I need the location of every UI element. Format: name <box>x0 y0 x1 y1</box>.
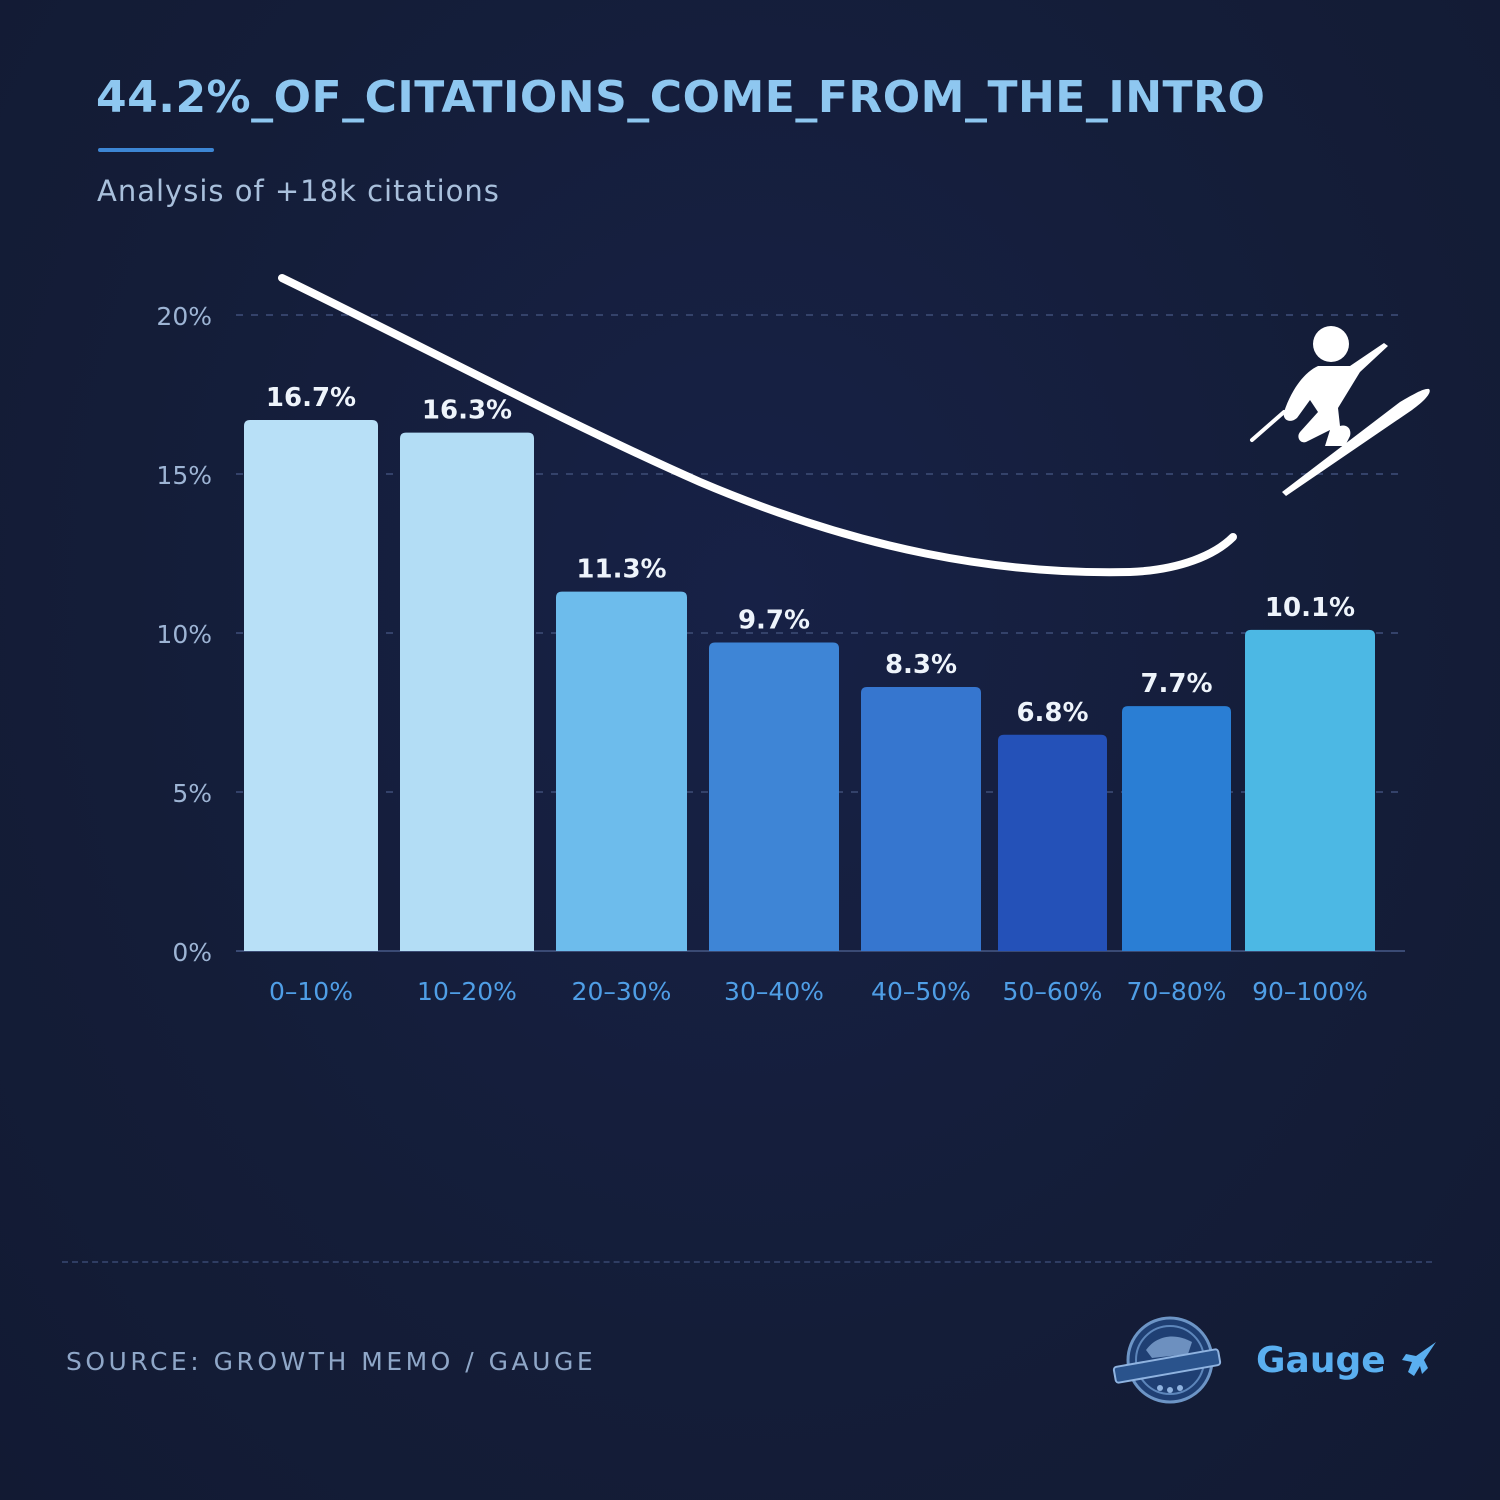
value-label: 6.8% <box>1016 698 1088 728</box>
y-tick-label: 15% <box>156 461 212 490</box>
bar <box>244 419 378 951</box>
trend-curve <box>278 274 1237 577</box>
y-tick-label: 20% <box>156 302 212 331</box>
bar <box>400 432 534 951</box>
x-tick-label: 40–50% <box>871 977 971 1006</box>
y-tick-label: 10% <box>156 620 212 649</box>
x-tick-label: 0–10% <box>269 977 353 1006</box>
bar-chart: 0% 5% 10% 15% 20% 16.7% 0–10% 16.3% 10–20% 11.3% 2… <box>156 274 1430 1006</box>
rocket-icon <box>1401 1342 1436 1376</box>
source-note: SOURCE: GROWTH MEMO / GAUGE <box>66 1347 597 1376</box>
y-tick-label: 5% <box>172 779 212 808</box>
value-label: 11.3% <box>576 555 666 585</box>
x-tick-label: 50–60% <box>1003 977 1103 1006</box>
x-tick-label: 10–20% <box>417 977 517 1006</box>
brand-name: Gauge <box>1256 1339 1386 1381</box>
bar-layer <box>244 419 1375 951</box>
chart-subtitle: Analysis of +18k citations <box>97 174 500 208</box>
value-label: 16.7% <box>266 383 356 413</box>
value-label: 16.3% <box>422 396 512 426</box>
value-label: 9.7% <box>738 606 810 636</box>
value-label: 8.3% <box>885 650 957 680</box>
chart-title: 44.2%_OF_CITATIONS_COME_FROM_THE_INTRO <box>96 72 1266 123</box>
bar <box>861 687 981 951</box>
value-label: 7.7% <box>1140 669 1212 699</box>
label-layer: 0% 5% 10% 15% 20% 16.7% 0–10% 16.3% 10–20% 11.3% 2… <box>156 302 1367 1006</box>
bar <box>1122 706 1231 951</box>
bar <box>998 734 1107 951</box>
badge-seal-icon <box>1112 1316 1222 1404</box>
y-tick-label: 0% <box>172 938 212 967</box>
x-tick-label: 30–40% <box>724 977 824 1006</box>
brand-logo: Gauge <box>1256 1338 1440 1382</box>
bar <box>1245 629 1375 951</box>
x-tick-label: 20–30% <box>572 977 672 1006</box>
snowboarder-icon <box>1250 326 1430 496</box>
bar <box>709 642 839 951</box>
bar <box>556 591 687 951</box>
x-tick-label: 70–80% <box>1127 977 1227 1006</box>
title-underline <box>98 148 214 152</box>
footer-divider <box>62 1261 1432 1263</box>
value-label: 10.1% <box>1265 593 1355 623</box>
x-tick-label: 90–100% <box>1252 977 1368 1006</box>
